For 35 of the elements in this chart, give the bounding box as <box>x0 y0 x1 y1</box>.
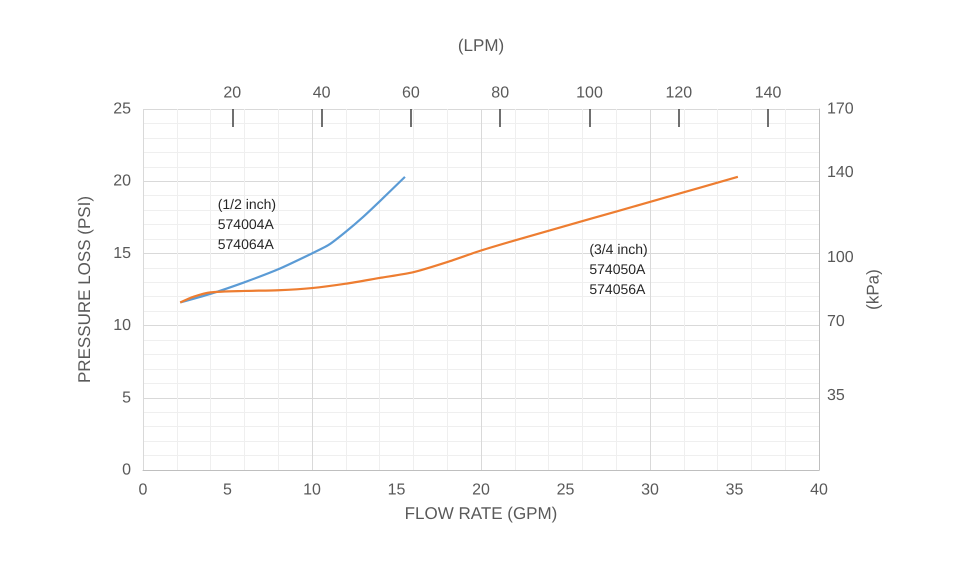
x-tick-label: 35 <box>726 482 744 498</box>
y-tick-label: 25 <box>113 100 132 118</box>
x-tick-label: 15 <box>388 482 406 498</box>
x2-tick-label: 80 <box>491 84 510 102</box>
y-tick-label: 10 <box>113 317 132 334</box>
x2-tick-label: 120 <box>665 84 692 102</box>
x2-tick-label: 140 <box>754 84 782 102</box>
x2-tick-label: 60 <box>402 84 420 102</box>
y-tick-label: 20 <box>113 172 132 190</box>
y2-axis-title: (kPa) <box>864 269 883 310</box>
x-tick-label: 0 <box>138 482 148 498</box>
y-tick-label: 15 <box>113 244 132 262</box>
y-tick-label: 5 <box>122 389 132 406</box>
line-series <box>179 176 739 304</box>
x2-tick-label: 20 <box>223 84 242 102</box>
y2-tick-label: 35 <box>827 387 845 404</box>
x-tick-label: 40 <box>810 482 828 498</box>
x-axis-title: FLOW RATE (GPM) <box>404 504 558 523</box>
annotation: (3/4 inch) 574050A 574056A <box>589 241 648 298</box>
y2-tick-label: 170 <box>827 100 854 118</box>
x2-tick-label: 40 <box>312 84 331 102</box>
x-tick-label: 20 <box>472 482 490 498</box>
y-tick-label: 0 <box>122 462 132 478</box>
x-tick-label: 10 <box>303 482 321 498</box>
x-tick-label: 25 <box>556 482 574 498</box>
annotation: (1/2 inch) 574004A 574064A <box>218 196 276 252</box>
y-axis-title: PRESSURE LOSS (PSI) <box>75 196 94 384</box>
x-tick-label: 30 <box>641 482 659 498</box>
x-tick-label: 5 <box>223 482 232 498</box>
line-series <box>179 176 406 304</box>
x2-axis-title: (LPM) <box>458 36 504 55</box>
y2-tick-label: 70 <box>827 312 845 330</box>
y2-tick-label: 140 <box>827 164 854 182</box>
x2-tick-label: 100 <box>576 84 603 102</box>
y2-tick-label: 100 <box>827 249 854 266</box>
